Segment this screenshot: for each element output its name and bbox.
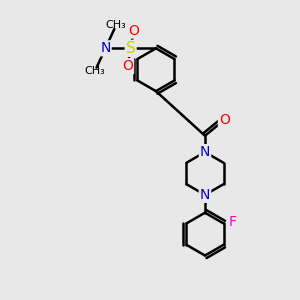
Text: F: F bbox=[229, 215, 237, 229]
Text: N: N bbox=[100, 41, 111, 56]
Text: S: S bbox=[126, 41, 136, 56]
Text: O: O bbox=[122, 59, 133, 73]
Text: O: O bbox=[219, 113, 230, 127]
Text: CH₃: CH₃ bbox=[105, 20, 126, 31]
Text: N: N bbox=[200, 145, 210, 159]
Text: O: O bbox=[128, 23, 139, 38]
Text: CH₃: CH₃ bbox=[85, 66, 105, 76]
Text: N: N bbox=[200, 188, 210, 202]
